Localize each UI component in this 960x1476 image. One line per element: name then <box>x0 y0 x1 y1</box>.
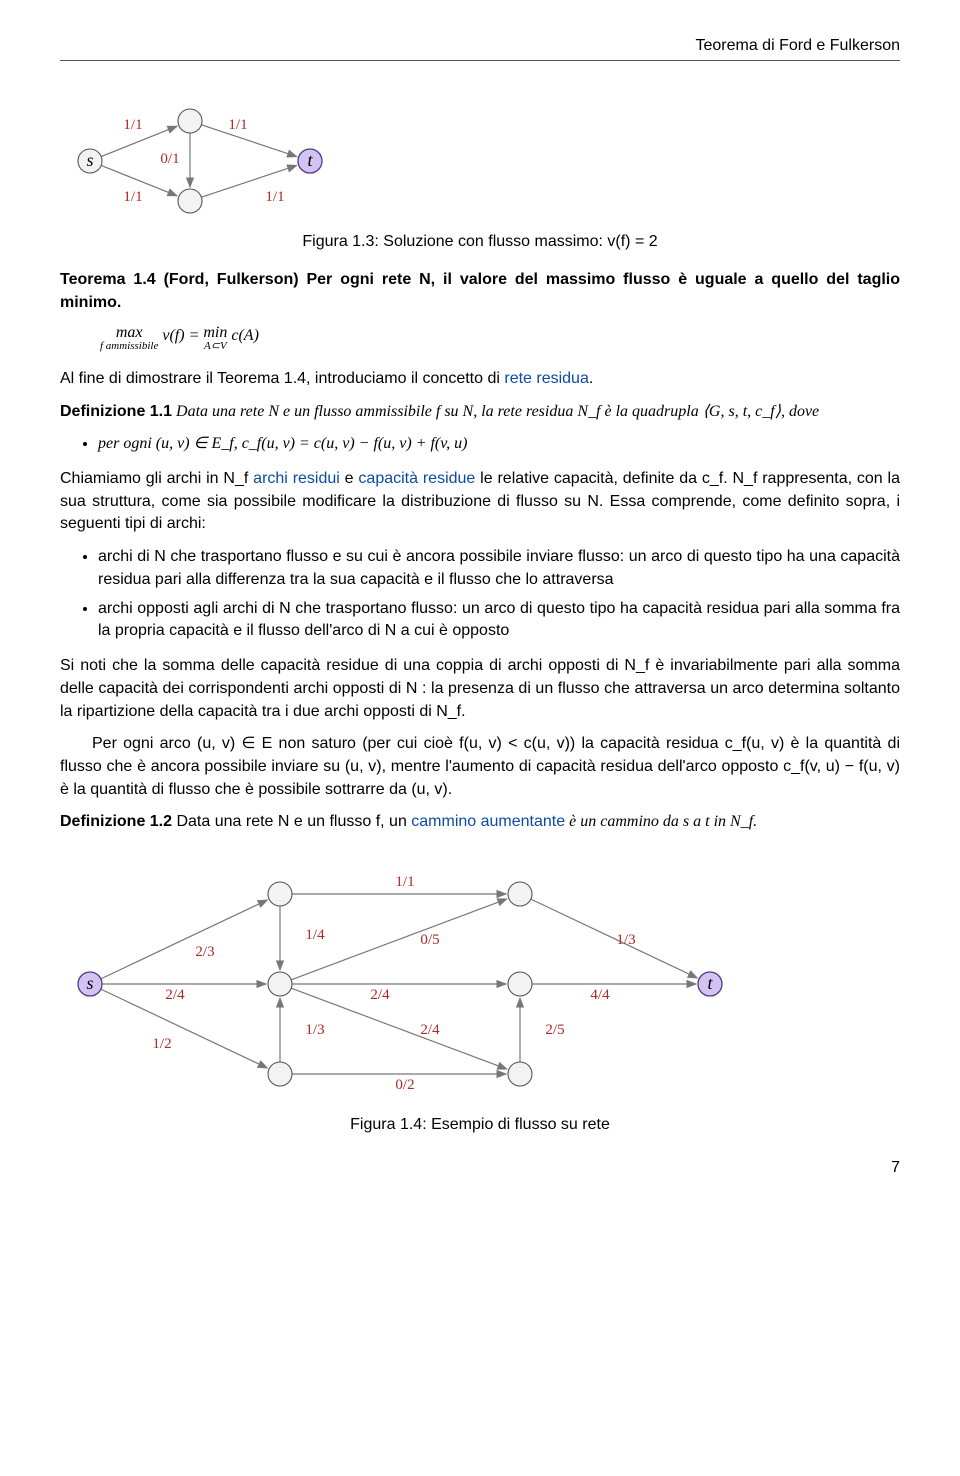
edge-label: 1/1 <box>123 189 142 205</box>
edge-label: 1/4 <box>305 927 325 943</box>
para-perogni: Per ogni arco (u, v) ∈ E non saturo (per… <box>60 733 900 801</box>
teorema-1-4: Teorema 1.4 (Ford, Fulkerson) Per ogni r… <box>60 269 900 314</box>
node <box>508 1062 532 1086</box>
para-chiamiamo-b: e <box>340 470 359 487</box>
figure-1-4-caption: Figura 1.4: Esempio di flusso su rete <box>60 1114 900 1137</box>
def-1-1-bullet-list: per ogni (u, v) ∈ E_f, c_f(u, v) = c(u, … <box>80 433 900 456</box>
edge-label: 0/5 <box>420 932 439 948</box>
node-label: s <box>86 973 93 993</box>
node <box>178 189 202 213</box>
edge-label: 1/3 <box>305 1022 324 1038</box>
link-cammino-aumentante: cammino aumentante <box>411 813 565 830</box>
teorema-label: Teorema 1.4 (Ford, Fulkerson) Per ogni r… <box>60 271 900 311</box>
edge-label: 2/3 <box>195 944 214 960</box>
edge-label: 0/2 <box>395 1077 414 1093</box>
node-label: s <box>86 150 93 170</box>
definizione-1-1: Definizione 1.1 Data una rete N e un flu… <box>60 401 900 424</box>
edge-label: 4/4 <box>590 987 610 1003</box>
def-1-1-text: Data una rete N e un flusso ammissibile … <box>172 403 819 420</box>
node <box>508 882 532 906</box>
def-1-2-b: è un cammino da s a t in N_f. <box>565 813 757 830</box>
edge-label: 0/1 <box>160 151 179 167</box>
edge-label: 1/1 <box>265 189 284 205</box>
para-sinotiche: Si noti che la somma delle capacità resi… <box>60 655 900 723</box>
para-chiamiamo-a: Chiamiamo gli archi in N_f <box>60 470 253 487</box>
header-title: Teorema di Ford e Fulkerson <box>695 37 900 54</box>
arch-type-2: archi opposti agli archi di N che traspo… <box>98 598 900 643</box>
figure-1-3: 1/11/10/11/11/1st <box>60 101 900 221</box>
maxflow-mincut-formula: max f ammissibile v(f) = min A⊂V c(A) <box>100 325 900 352</box>
edge-label: 2/4 <box>165 987 185 1003</box>
edge-label: 2/5 <box>545 1022 564 1038</box>
edge-label: 1/1 <box>123 117 142 133</box>
edge-label: 1/2 <box>152 1036 171 1052</box>
link-archi-residui: archi residui <box>253 470 340 487</box>
arch-types-list: archi di N che trasportano flusso e su c… <box>80 546 900 643</box>
def-1-2-a: Data una rete N e un flusso f, un <box>172 813 411 830</box>
def-1-2-label: Definizione 1.2 <box>60 813 172 830</box>
node <box>508 972 532 996</box>
def-1-1-label: Definizione 1.1 <box>60 403 172 420</box>
def-1-1-bullet: per ogni (u, v) ∈ E_f, c_f(u, v) = c(u, … <box>98 433 900 456</box>
edge-label: 1/1 <box>395 874 414 890</box>
para-alfine: Al fine di dimostrare il Teorema 1.4, in… <box>60 368 900 391</box>
edge-label: 2/4 <box>420 1022 440 1038</box>
link-rete-residua: rete residua <box>504 370 589 387</box>
definizione-1-2: Definizione 1.2 Data una rete N e un flu… <box>60 811 900 834</box>
edge <box>101 900 268 979</box>
para-alfine-text: Al fine di dimostrare il Teorema 1.4, in… <box>60 370 504 387</box>
node <box>178 109 202 133</box>
node <box>268 882 292 906</box>
node <box>268 1062 292 1086</box>
edge-label: 1/1 <box>228 117 247 133</box>
arch-type-1: archi di N che trasportano flusso e su c… <box>98 546 900 591</box>
edge <box>201 125 296 157</box>
link-capacita-residue: capacità residue <box>358 470 475 487</box>
formula-sub-left: f ammissibile <box>100 341 158 352</box>
formula-sub-right: A⊂V <box>203 341 227 352</box>
edge-label: 2/4 <box>370 987 390 1003</box>
page-header: Teorema di Ford e Fulkerson <box>60 35 900 61</box>
edge <box>531 899 698 978</box>
node <box>268 972 292 996</box>
edge-label: 1/3 <box>616 932 635 948</box>
figure-1-4: 2/3 2/4 1/2 1/1 1/4 0/5 2/4 1/3 0/2 2/4 1/3 4/4 2/5 s… <box>60 864 900 1104</box>
page-number: 7 <box>60 1157 900 1180</box>
figure-1-3-caption: Figura 1.3: Soluzione con flusso massimo… <box>60 231 900 254</box>
para-chiamiamo: Chiamiamo gli archi in N_f archi residui… <box>60 468 900 536</box>
